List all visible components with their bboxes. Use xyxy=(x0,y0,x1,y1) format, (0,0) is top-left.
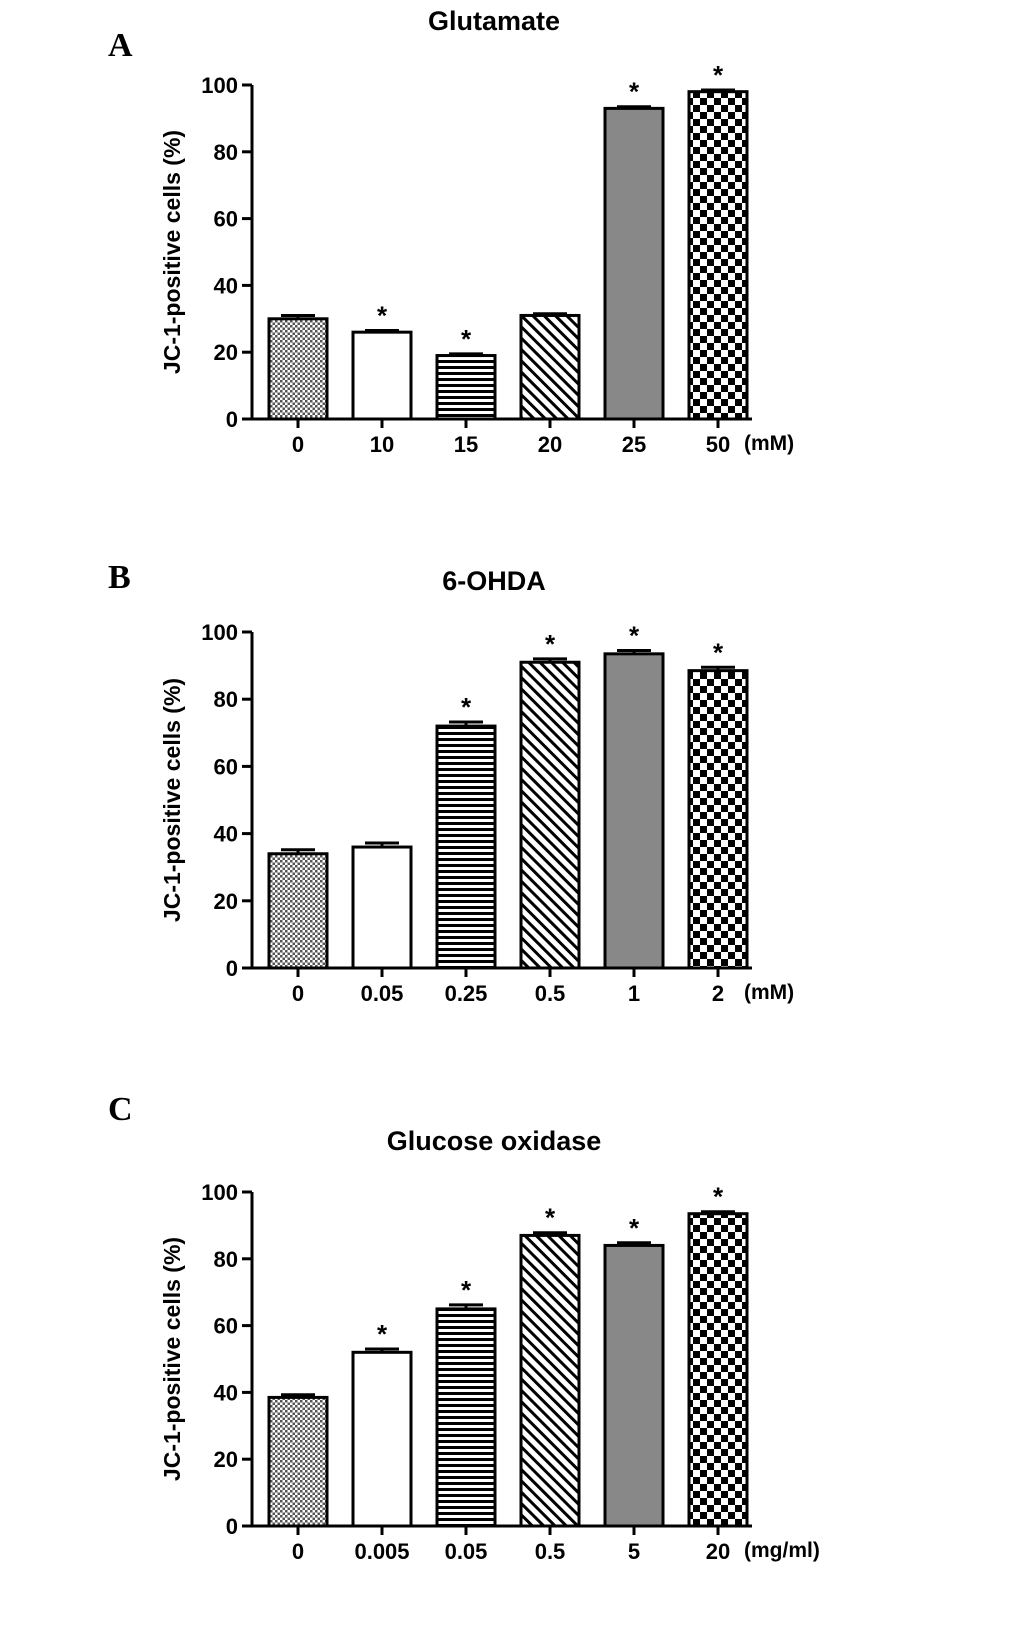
x-tick-label: 25 xyxy=(622,432,646,457)
significance-marker: * xyxy=(629,77,640,107)
x-tick-label: 0 xyxy=(292,981,304,1006)
x-tick-label: 0.5 xyxy=(535,981,566,1006)
x-tick-label: 0.5 xyxy=(535,1539,566,1564)
y-tick-label: 0 xyxy=(226,1514,238,1539)
x-tick-label: 15 xyxy=(454,432,478,457)
panel-letter: C xyxy=(108,1091,133,1128)
bar xyxy=(435,354,497,421)
bar xyxy=(435,1307,497,1528)
bar xyxy=(351,1350,413,1528)
y-tick-label: 100 xyxy=(201,620,238,645)
significance-marker: * xyxy=(461,692,472,722)
x-tick-label: 5 xyxy=(628,1539,640,1564)
y-tick-label: 80 xyxy=(214,140,238,165)
x-tick-label: 0.05 xyxy=(445,1539,488,1564)
bar xyxy=(351,330,413,421)
bar xyxy=(687,1212,749,1528)
y-tick-label: 80 xyxy=(214,687,238,712)
y-tick-label: 0 xyxy=(226,956,238,981)
bar xyxy=(603,1243,665,1528)
significance-marker: * xyxy=(545,629,556,659)
chart-title: Glucose oxidase xyxy=(387,1126,602,1156)
chart-title: 6-OHDA xyxy=(442,566,546,596)
panel-a: A Glutamate JC-1-positive cells (%) 0 20 40 60… xyxy=(108,6,794,457)
y-axis-label: JC-1-positive cells (%) xyxy=(159,130,185,374)
y-tick-label: 80 xyxy=(214,1247,238,1272)
significance-marker: * xyxy=(377,300,388,330)
bar xyxy=(519,1233,581,1528)
y-tick-label: 20 xyxy=(214,1447,238,1472)
bar xyxy=(519,660,581,970)
bar xyxy=(267,317,329,421)
x-tick-label: 50 xyxy=(706,432,730,457)
x-unit-label: (mM) xyxy=(744,981,794,1004)
bar xyxy=(351,845,413,970)
y-axis-label: JC-1-positive cells (%) xyxy=(159,678,185,922)
bar xyxy=(267,1395,329,1528)
y-tick-label: 60 xyxy=(214,207,238,232)
significance-marker: * xyxy=(629,620,640,650)
x-tick-label: 0.25 xyxy=(445,981,488,1006)
y-tick-label: 0 xyxy=(226,407,238,432)
bar xyxy=(687,90,749,421)
x-tick-label: 1 xyxy=(628,981,640,1006)
bar xyxy=(603,652,665,970)
x-tick-label: 0 xyxy=(292,1539,304,1564)
y-tick-label: 20 xyxy=(214,340,238,365)
bar xyxy=(687,669,749,970)
y-tick-label: 20 xyxy=(214,889,238,914)
y-tick-label: 40 xyxy=(214,822,238,847)
x-tick-label: 0.05 xyxy=(361,981,404,1006)
bar xyxy=(435,724,497,970)
significance-marker: * xyxy=(461,1275,472,1305)
y-tick-label: 100 xyxy=(201,1180,238,1205)
significance-marker: * xyxy=(377,1319,388,1349)
y-tick-label: 60 xyxy=(214,1314,238,1339)
bar xyxy=(603,106,665,421)
x-tick-label: 0.005 xyxy=(354,1539,409,1564)
x-unit-label: (mM) xyxy=(744,432,794,455)
y-tick-label: 40 xyxy=(214,1380,238,1405)
y-tick-label: 40 xyxy=(214,273,238,298)
y-axis-label: JC-1-positive cells (%) xyxy=(159,1237,185,1481)
panel-c: C Glucose oxidase JC-1-positive cells (%) 0… xyxy=(108,1091,820,1564)
bar xyxy=(267,852,329,970)
panel-letter: B xyxy=(108,559,131,596)
significance-marker: * xyxy=(713,637,724,667)
x-unit-label: (mg/ml) xyxy=(744,1539,820,1562)
x-tick-label: 20 xyxy=(538,432,562,457)
panel-letter: A xyxy=(108,27,133,64)
y-tick-label: 100 xyxy=(201,73,238,98)
significance-marker: * xyxy=(713,1182,724,1212)
significance-marker: * xyxy=(461,324,472,354)
significance-marker: * xyxy=(545,1203,556,1233)
x-tick-label: 20 xyxy=(706,1539,730,1564)
bar xyxy=(519,313,581,421)
x-tick-label: 2 xyxy=(712,981,724,1006)
x-tick-label: 10 xyxy=(370,432,394,457)
y-tick-label: 60 xyxy=(214,754,238,779)
significance-marker: * xyxy=(713,60,724,90)
x-tick-label: 0 xyxy=(292,432,304,457)
chart-title: Glutamate xyxy=(428,6,560,36)
significance-marker: * xyxy=(629,1213,640,1243)
